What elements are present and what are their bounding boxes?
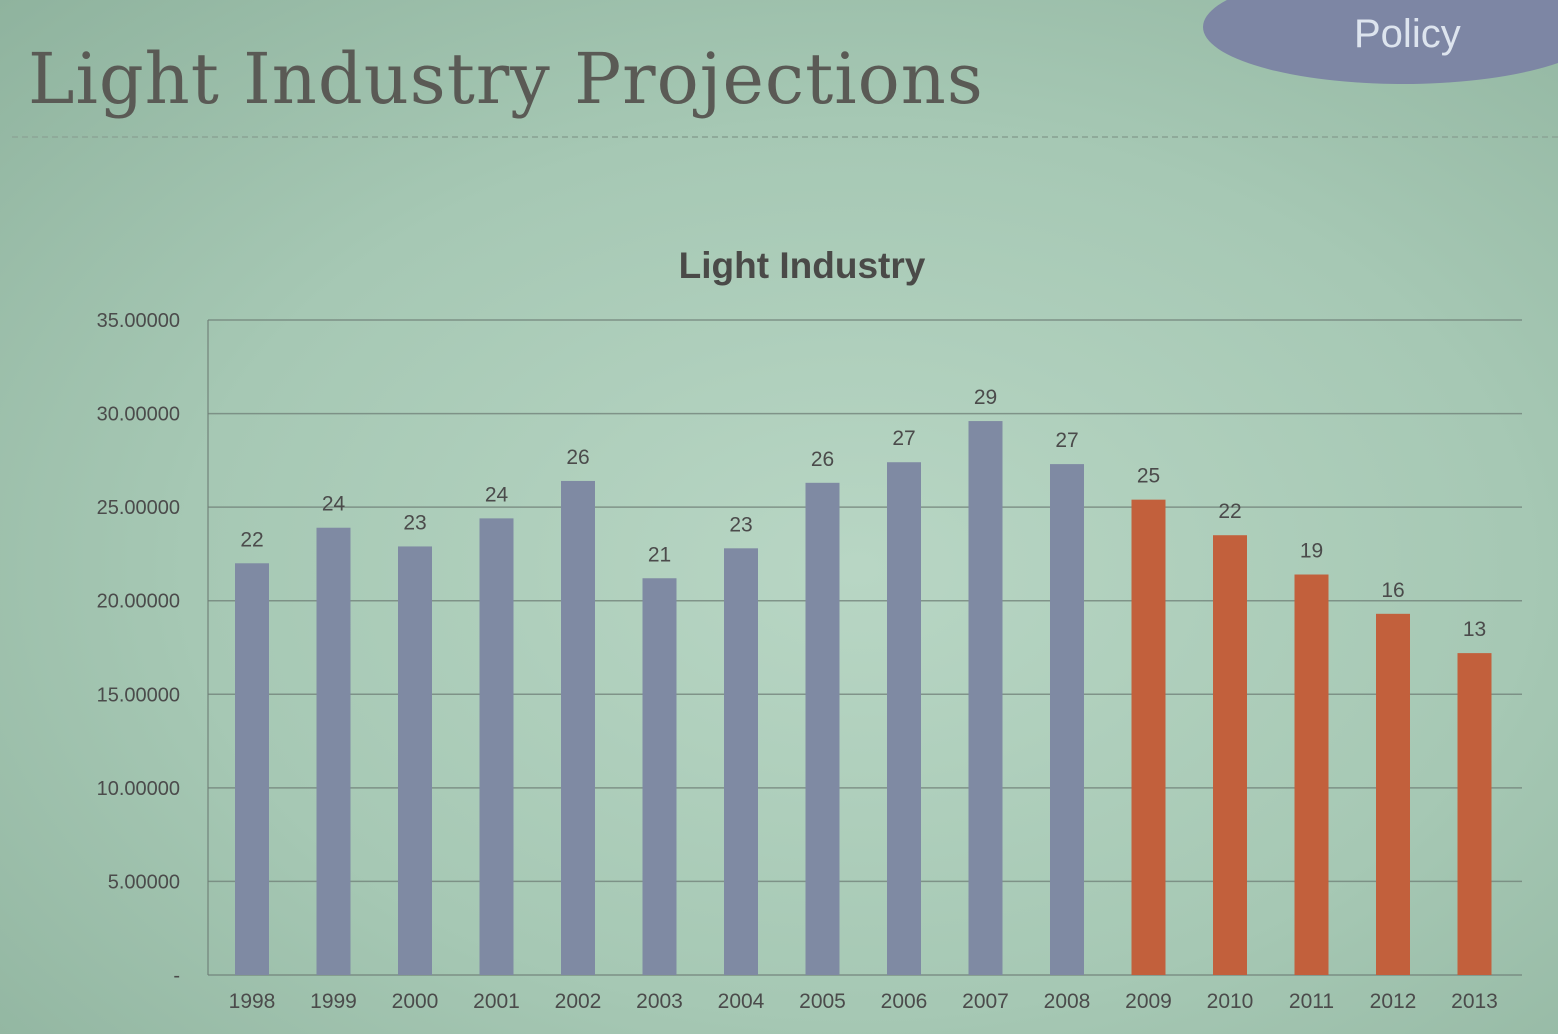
y-tick-label: 30.00000 bbox=[97, 404, 180, 426]
bar-historical bbox=[724, 548, 758, 975]
x-tick-label: 2013 bbox=[1451, 990, 1498, 1013]
bar-historical bbox=[235, 563, 269, 975]
bar-projected bbox=[1213, 535, 1247, 975]
x-tick-label: 1998 bbox=[229, 990, 276, 1013]
data-label: 25 bbox=[1137, 465, 1160, 488]
bar-projected bbox=[1131, 499, 1166, 975]
x-tick-label: 2010 bbox=[1207, 990, 1254, 1013]
bar-historical bbox=[561, 480, 595, 975]
y-tick-label: 15.00000 bbox=[97, 684, 180, 706]
y-tick-label: 35.00000 bbox=[97, 310, 180, 332]
data-label: 16 bbox=[1381, 579, 1404, 602]
bar-historical bbox=[316, 527, 351, 975]
data-label: 26 bbox=[811, 448, 834, 471]
x-tick-label: 2009 bbox=[1125, 990, 1172, 1013]
x-tick-label: 2002 bbox=[555, 990, 602, 1013]
x-tick-label: 2005 bbox=[799, 990, 846, 1013]
data-label: 22 bbox=[240, 528, 263, 551]
x-tick-label: 2000 bbox=[392, 990, 439, 1013]
data-label: 24 bbox=[322, 493, 346, 516]
x-tick-label: 2012 bbox=[1370, 990, 1417, 1013]
data-label: 24 bbox=[485, 483, 509, 506]
policy-badge-label: Policy bbox=[1354, 12, 1461, 56]
data-label: 27 bbox=[892, 427, 915, 450]
bar-historical bbox=[398, 546, 432, 975]
bar-historical bbox=[887, 462, 921, 975]
x-tick-label: 2003 bbox=[636, 990, 683, 1013]
bar-historical bbox=[968, 421, 1003, 975]
y-axis-ticks: - 5.00000 10.00000 15.00000 20.00000 25.00000… bbox=[97, 310, 180, 987]
data-labels: 22 24 23 24 26 21 23 26 27 29 27 25 22 19 16 13 bbox=[240, 386, 1486, 641]
y-tick-label: 20.00000 bbox=[97, 591, 180, 613]
bar-historical bbox=[1050, 464, 1084, 975]
x-tick-label: 2001 bbox=[473, 990, 520, 1013]
data-label: 22 bbox=[1218, 500, 1241, 523]
bar-historical bbox=[479, 518, 514, 975]
x-tick-label: 2006 bbox=[881, 990, 928, 1013]
title-divider bbox=[12, 136, 1558, 138]
x-tick-label: 2008 bbox=[1044, 990, 1091, 1013]
data-label: 23 bbox=[729, 513, 752, 536]
x-tick-label: 2011 bbox=[1289, 990, 1334, 1013]
bar-historical bbox=[805, 482, 840, 975]
data-label: 21 bbox=[648, 543, 671, 566]
y-tick-label: 25.00000 bbox=[97, 497, 180, 519]
data-label: 19 bbox=[1300, 540, 1323, 563]
bars bbox=[235, 421, 1492, 975]
y-tick-label: - bbox=[173, 965, 180, 987]
bar-projected bbox=[1294, 574, 1329, 975]
data-label: 29 bbox=[974, 386, 997, 409]
chart-title: Light Industry bbox=[679, 245, 926, 286]
bar-historical bbox=[642, 578, 677, 975]
y-tick-label: 5.00000 bbox=[108, 871, 180, 893]
x-tick-label: 2004 bbox=[718, 990, 765, 1013]
y-tick-label: 10.00000 bbox=[97, 778, 180, 800]
x-tick-label: 2007 bbox=[962, 990, 1009, 1013]
x-axis-ticks: 1998 1999 2000 2001 2002 2003 2004 2005 2006 2007… bbox=[229, 990, 1498, 1013]
data-label: 26 bbox=[566, 446, 589, 469]
bar-projected bbox=[1457, 653, 1492, 975]
data-label: 27 bbox=[1055, 429, 1078, 452]
bar-projected bbox=[1376, 613, 1410, 975]
x-tick-label: 1999 bbox=[310, 990, 357, 1013]
slide-title: Light Industry Projections bbox=[28, 38, 984, 120]
data-label: 13 bbox=[1463, 618, 1486, 641]
data-label: 23 bbox=[403, 511, 426, 534]
